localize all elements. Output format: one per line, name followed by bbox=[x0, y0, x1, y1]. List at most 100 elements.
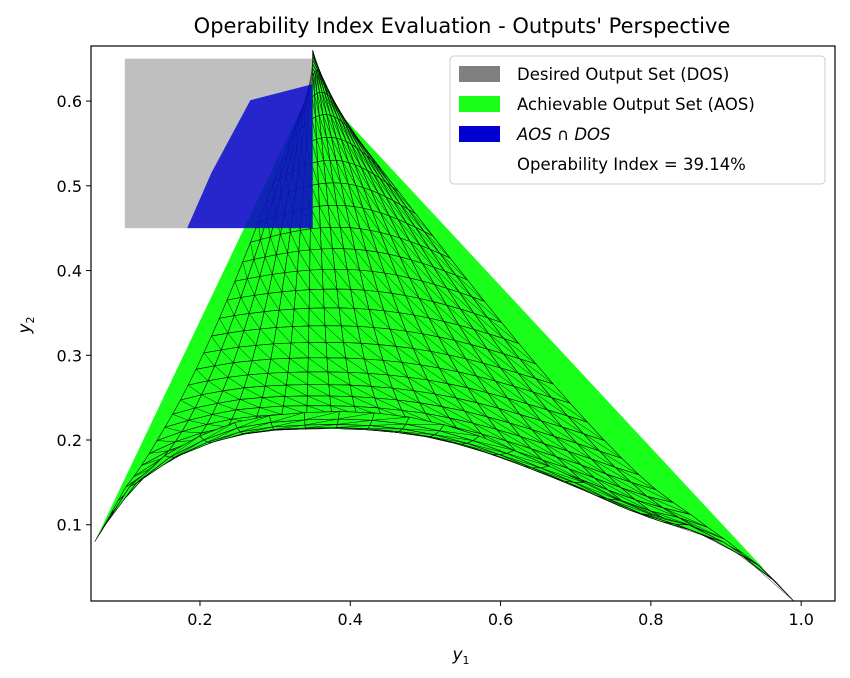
aos-mesh-diagonal bbox=[255, 345, 271, 360]
aos-mesh-diagonal bbox=[621, 500, 666, 520]
aos-mesh-diagonal bbox=[433, 266, 460, 293]
aos-mesh-diagonal bbox=[307, 395, 331, 407]
aos-mesh-diagonal bbox=[212, 414, 232, 420]
aos-mesh-diagonal bbox=[574, 482, 620, 501]
aos-mesh-diagonal bbox=[328, 384, 353, 397]
aos-mesh-diagonal bbox=[372, 416, 410, 421]
aos-mesh-diagonal bbox=[330, 115, 342, 140]
aos-mesh-diagonal bbox=[364, 358, 388, 376]
aos-mesh-diagonal bbox=[214, 365, 229, 378]
legend-swatch bbox=[459, 66, 500, 82]
aos-mesh-diagonal bbox=[321, 248, 335, 270]
aos-mesh-diagonal bbox=[308, 342, 328, 358]
aos-mesh-diagonal bbox=[222, 390, 241, 400]
aos-mesh-cell bbox=[286, 371, 309, 386]
aos-mesh-diagonal bbox=[314, 94, 320, 116]
aos-mesh-diagonal bbox=[323, 289, 340, 309]
aos-mesh-diagonal bbox=[456, 397, 488, 418]
aos-mesh-diagonal bbox=[347, 372, 372, 387]
aos-mesh-diagonal bbox=[675, 523, 724, 543]
aos-mesh-diagonal bbox=[567, 450, 607, 475]
aos-mesh-diagonal bbox=[289, 358, 309, 373]
x-tick-label: 0.6 bbox=[488, 610, 513, 629]
aos-mesh-diagonal bbox=[326, 137, 337, 161]
aos-mesh-diagonal bbox=[172, 414, 189, 421]
aos-mesh-diagonal bbox=[360, 167, 379, 194]
aos-mesh-diagonal bbox=[487, 317, 519, 344]
aos-mesh-diagonal bbox=[385, 182, 409, 210]
x-axis-label: y1 bbox=[451, 645, 469, 667]
y-axis: 0.1 0.2 0.3 0.4 0.5 0.6 bbox=[57, 92, 91, 535]
aos-mesh-diagonal bbox=[141, 457, 163, 466]
legend-swatch bbox=[459, 96, 500, 112]
aos-mesh-diagonal bbox=[473, 329, 504, 354]
aos-mesh-diagonal bbox=[406, 331, 432, 352]
aos-mesh-diagonal bbox=[356, 147, 374, 175]
aos-mesh-diagonal bbox=[581, 464, 622, 488]
aos-mesh-diagonal bbox=[284, 272, 296, 291]
aos-mesh-diagonal bbox=[567, 415, 605, 441]
aos-mesh-diagonal bbox=[594, 477, 636, 501]
aos-mesh-diagonal bbox=[238, 346, 253, 361]
aos-mesh-diagonal bbox=[527, 403, 563, 428]
aos-mesh-diagonal bbox=[268, 293, 280, 311]
aos-mesh-diagonal bbox=[280, 234, 288, 253]
aos-mesh-diagonal bbox=[342, 161, 357, 186]
aos-mesh-diagonal bbox=[341, 121, 357, 148]
aos-mesh-diagonal bbox=[360, 142, 382, 170]
aos-mesh-diagonal bbox=[406, 223, 431, 250]
aos-mesh-diagonal bbox=[188, 420, 207, 425]
x-tick-label: 1.0 bbox=[788, 610, 813, 629]
y-axis-label: y2 bbox=[15, 316, 37, 334]
aos-mesh-diagonal bbox=[402, 428, 440, 432]
aos-mesh-diagonal bbox=[227, 377, 245, 388]
aos-mesh-diagonal bbox=[421, 280, 447, 306]
chart-title: Operability Index Evaluation - Outputs' … bbox=[194, 14, 731, 38]
aos-mesh-diagonal bbox=[226, 300, 235, 316]
aos-mesh-diagonal bbox=[531, 448, 569, 469]
aos-mesh-diagonal bbox=[742, 555, 794, 601]
aos-mesh-diagonal bbox=[234, 315, 245, 331]
aos-mesh-diagonal bbox=[355, 185, 372, 211]
aos-mesh-diagonal bbox=[284, 396, 308, 406]
aos-mesh-diagonal bbox=[319, 92, 328, 115]
aos-mesh-diagonal bbox=[385, 196, 407, 224]
y-axis-label-text: y bbox=[15, 323, 35, 335]
aos-mesh-diagonal bbox=[378, 344, 403, 363]
x-axis-label-text: y bbox=[451, 645, 463, 665]
x-tick-label: 0.4 bbox=[338, 610, 363, 629]
aos-mesh-diagonal bbox=[336, 205, 351, 228]
aos-mesh-diagonal bbox=[556, 456, 595, 479]
aos-mesh-diagonal bbox=[300, 230, 311, 250]
aos-mesh-diagonal bbox=[439, 367, 468, 389]
aos-mesh-diagonal bbox=[247, 374, 266, 387]
aos-mesh-diagonal bbox=[346, 141, 362, 168]
y-tick-label: 0.1 bbox=[57, 516, 82, 535]
aos-mesh-diagonal bbox=[568, 468, 609, 491]
aos-mesh-diagonal bbox=[498, 408, 533, 430]
aos-mesh-cell bbox=[276, 308, 295, 328]
aos-mesh-diagonal bbox=[467, 443, 507, 454]
aos-mesh-diagonal bbox=[413, 314, 439, 338]
aos-mesh-diagonal bbox=[243, 387, 263, 398]
aos-mesh-diagonal bbox=[364, 290, 385, 311]
aos-mesh-diagonal bbox=[384, 272, 406, 296]
aos-mesh-diagonal bbox=[353, 308, 374, 328]
aos-mesh-diagonal bbox=[405, 295, 430, 319]
aos-mesh-diagonal bbox=[471, 296, 502, 323]
aos-mesh-diagonal bbox=[506, 453, 550, 467]
legend-box bbox=[449, 55, 826, 185]
aos-mesh-diagonal bbox=[195, 369, 209, 381]
aos-mesh-diagonal bbox=[599, 450, 640, 476]
aos-mesh-diagonal bbox=[319, 206, 331, 228]
aos-mesh-diagonal bbox=[396, 275, 420, 299]
aos-mesh-diagonal bbox=[477, 402, 510, 424]
aos-mesh-diagonal bbox=[371, 386, 398, 401]
aos-mesh-diagonal bbox=[647, 496, 691, 515]
aos-mesh-diagonal bbox=[335, 160, 349, 185]
aos-mesh-diagonal bbox=[304, 411, 340, 421]
aos-mesh-diagonal bbox=[326, 357, 349, 373]
aos-mesh-diagonal bbox=[483, 363, 515, 387]
aos-mesh-diagonal bbox=[250, 242, 255, 260]
aos-mesh-diagonal bbox=[343, 342, 365, 360]
